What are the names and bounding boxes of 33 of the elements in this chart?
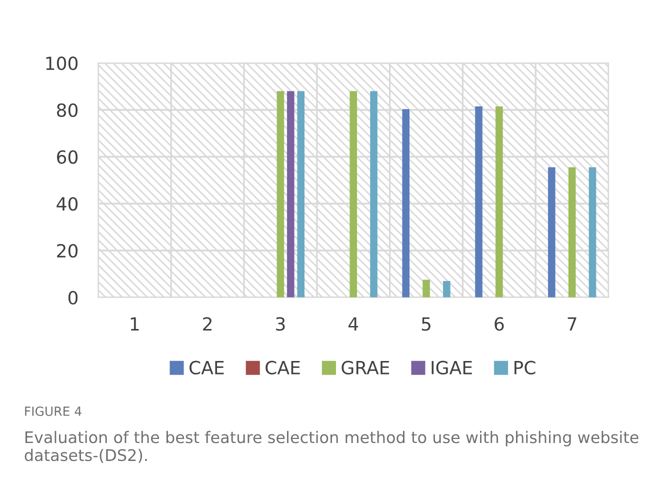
legend-label: IGAE bbox=[432, 360, 472, 374]
text: Evaluation of the best feature selection method to use with phishing website datasets-(DS2). bbox=[24, 430, 638, 464]
x-tick-label: 3 bbox=[276, 317, 285, 331]
bar bbox=[475, 106, 482, 298]
x-tick-label: 6 bbox=[494, 317, 504, 331]
bar bbox=[548, 167, 556, 298]
legend-label: GRAE bbox=[342, 360, 390, 374]
bar bbox=[402, 109, 410, 298]
y-tick-label: 100 bbox=[46, 56, 78, 70]
y-tick-label: 80 bbox=[56, 103, 78, 117]
caption: FIGURE 4 bbox=[25, 406, 82, 416]
y-tick-label: 40 bbox=[56, 197, 78, 211]
bar bbox=[422, 280, 430, 298]
x-tick-label: 1 bbox=[130, 317, 139, 331]
x-tick-label: 7 bbox=[568, 317, 576, 331]
x-tick-label: 2 bbox=[203, 317, 212, 331]
legend-label: CAE bbox=[266, 360, 300, 374]
legend-label: PC bbox=[514, 360, 536, 374]
legend-label: CAE bbox=[190, 360, 224, 374]
bar bbox=[568, 167, 576, 298]
bar bbox=[370, 91, 378, 298]
bar bbox=[496, 106, 503, 298]
y-tick-label: 60 bbox=[57, 150, 78, 164]
x-tick-label: 4 bbox=[348, 317, 358, 331]
bar bbox=[350, 91, 358, 298]
y-tick-label: 20 bbox=[57, 244, 78, 258]
bar bbox=[287, 91, 294, 298]
bar bbox=[588, 167, 596, 298]
bar bbox=[276, 91, 284, 298]
y-tick-label: 0 bbox=[68, 290, 78, 304]
x-tick-label: 5 bbox=[422, 317, 430, 331]
bar bbox=[297, 91, 305, 298]
bar bbox=[443, 280, 450, 298]
